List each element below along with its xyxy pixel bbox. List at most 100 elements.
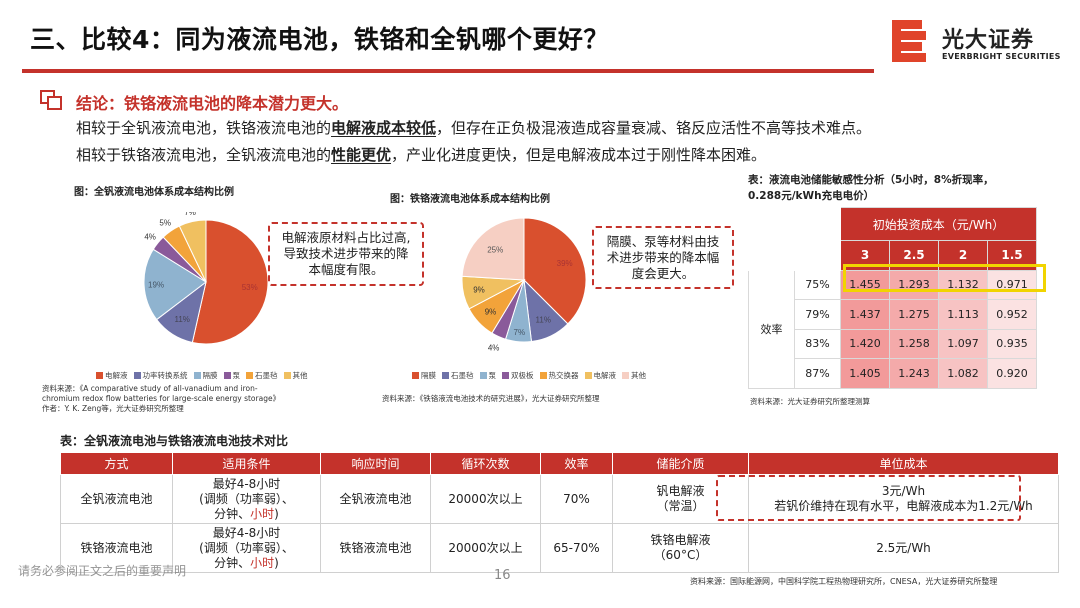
legend-swatch-2 <box>193 372 201 379</box>
pie-label-5: 7% <box>184 212 196 217</box>
page-title: 三、比较4：同为液流电池，铁铬和全钒哪个更好？ <box>30 25 609 54</box>
legend-swatch-1 <box>442 372 449 379</box>
legend-swatch-3 <box>223 372 231 379</box>
logo-mark-icon <box>892 20 926 62</box>
pie-label-5: 9% <box>473 286 485 295</box>
sens-row: 效率 75% 1.455 1.293 1.132 0.971 <box>748 269 1037 389</box>
compare-cost: 2.5元/Wh <box>748 523 1059 573</box>
compare-type: 全钒液流电池 <box>60 474 173 524</box>
legend-item-1: 石墨毡 <box>442 370 474 381</box>
right-callout: 隔膜、泵等材料由技 术进步带来的降本幅 度会更大。 <box>592 226 734 289</box>
compare-response: 全钒液流电池 <box>320 474 431 524</box>
compare-source: 资料来源：国际能源网，中国科学院工程热物理研究所，CNESA，光大证券研究所整理 <box>690 577 998 586</box>
legend-label-4: 石墨毡 <box>255 371 278 380</box>
legend-swatch-6 <box>622 372 629 379</box>
compare-row: 铁铬液流电池 最好4-8小时 (调频（功率弱）、 分钟、小时) 铁铬液流电池 20000次… <box>60 523 1059 573</box>
compare-header-2: 响应时间 <box>320 452 431 475</box>
legend-label-3: 泵 <box>232 371 241 380</box>
pie-label-3: 4% <box>144 233 156 242</box>
sens-row: 79% 1.437 1.275 1.113 0.952 <box>749 299 1037 330</box>
sensitivity-source: 资料来源：光大证券研究所整理测算 <box>750 397 870 406</box>
legend-item-2: 隔膜 <box>193 370 218 381</box>
legend-item-6: 其他 <box>622 370 646 381</box>
compare-cost: 3元/Wh 若钒价维持在现有水平，电解液成本为1.2元/Wh <box>748 474 1059 524</box>
left-callout: 电解液原材料占比过高, 导致技术进步带来的降 本幅度有限。 <box>268 222 424 286</box>
pie-label-4: 9% <box>485 308 497 317</box>
pie-label-6: 25% <box>487 245 503 254</box>
legend-swatch-2 <box>479 372 487 379</box>
pie-slice-0 <box>523 217 587 325</box>
legend-label-1: 石墨毡 <box>451 371 474 380</box>
sens-row: 87% 1.405 1.243 1.082 0.920 <box>749 358 1037 389</box>
compare-medium: 铁铬电解液 （60°C） <box>612 523 749 573</box>
sens-cell: 1.420 <box>840 328 890 359</box>
legend-swatch-0 <box>412 372 419 379</box>
right-chart-caption: 图：铁铬液流电池体系成本结构比例 <box>390 194 550 205</box>
sens-cell: 0.935 <box>987 328 1037 359</box>
sens-row: 83% 1.420 1.258 1.097 0.935 <box>749 328 1037 359</box>
pie-slice-0 <box>191 219 269 345</box>
conclusion-title: 结论：铁铬液流电池的降本潜力更大。 <box>76 94 349 113</box>
vanadium-cost-pie-chart: 53% 11% 19% 4%5% 7% <box>143 212 269 345</box>
pie-slice-2 <box>143 248 207 321</box>
compare-cycles: 20000次以上 <box>430 474 541 524</box>
legend-label-2: 泵 <box>488 371 497 380</box>
sens-row-label: 83% <box>794 328 841 359</box>
pie-label-2: 19% <box>148 280 164 289</box>
disclaimer-note: 请务必参阅正文之后的重要声明 <box>18 564 187 578</box>
compare-condition: 最好4-8小时 (调频（功率弱）、 分钟、小时) <box>172 523 321 573</box>
compare-row: 全钒液流电池 最好4-8小时 (调频（功率弱）、 分钟、小时) 全钒液流电池 20000次… <box>60 474 1059 524</box>
sens-row-header: 效率 <box>748 269 795 389</box>
highlight-row-box <box>843 264 1046 292</box>
right-chart-legend: 隔膜 石墨毡 泵 双极板 热交换器 电解液 其他 <box>412 370 646 381</box>
sens-cell: 0.971 <box>987 269 1037 300</box>
pie-label-2: 7% <box>514 328 526 337</box>
compare-response: 铁铬液流电池 <box>320 523 431 573</box>
brand-logo: 光大证券 EVERBRIGHT SECURITIES <box>890 18 1070 68</box>
compare-condition: 最好4-8小时 (调频（功率弱）、 分钟、小时) <box>172 474 321 524</box>
compare-type: 铁铬液流电池 <box>60 523 173 573</box>
sens-cell: 1.113 <box>938 299 988 330</box>
compare-header-5: 储能介质 <box>612 452 749 475</box>
logo-subtitle: EVERBRIGHT SECURITIES <box>942 52 1061 61</box>
pie-slice-6 <box>461 217 525 281</box>
legend-item-1: 功率转换系统 <box>133 370 188 381</box>
legend-label-0: 电解液 <box>105 371 128 380</box>
legend-label-4: 热交换器 <box>548 371 579 380</box>
legend-item-3: 泵 <box>223 370 241 381</box>
left-chart-caption: 图：全钒液流电池体系成本结构比例 <box>74 187 234 198</box>
legend-label-5: 电解液 <box>593 371 617 380</box>
pie-label-1: 11% <box>175 315 190 324</box>
header-divider <box>22 69 874 73</box>
legend-label-2: 隔膜 <box>202 371 218 380</box>
legend-label-1: 功率转换系统 <box>142 371 188 380</box>
legend-item-0: 隔膜 <box>412 370 436 381</box>
sens-row-label: 75% <box>794 269 841 300</box>
sensitivity-caption: 表：液流电池储能敏感性分析（5小时，8%折现率， 0.288元/kWh充电电价） <box>748 174 994 202</box>
sens-cell: 1.132 <box>938 269 988 300</box>
sens-cell: 0.920 <box>987 358 1037 389</box>
sens-cell: 1.243 <box>889 358 939 389</box>
legend-swatch-5 <box>283 372 291 379</box>
legend-item-0: 电解液 <box>96 370 128 381</box>
compare-header-6: 单位成本 <box>748 452 1059 475</box>
compare-header-0: 方式 <box>60 452 173 475</box>
left-chart-source: 资料来源：《A comparative study of all-vanadiu… <box>42 384 281 413</box>
legend-item-2: 泵 <box>479 370 497 381</box>
pie-slice-5 <box>178 219 207 283</box>
pie-label-3: 4% <box>488 343 500 352</box>
legend-swatch-5 <box>584 372 592 379</box>
sens-cell: 1.455 <box>840 269 890 300</box>
sens-cell: 1.437 <box>840 299 890 330</box>
sens-row-label: 87% <box>794 358 841 389</box>
left-chart-legend: 电解液 功率转换系统 隔膜 泵 石墨毡 其他 <box>96 370 308 381</box>
legend-item-3: 双极板 <box>502 370 534 381</box>
pie-label-0: 39% <box>557 259 573 268</box>
pie-label-0: 53% <box>242 283 258 292</box>
sens-cell: 1.405 <box>840 358 890 389</box>
sens-cell: 1.293 <box>889 269 939 300</box>
sens-col-header: 初始投资成本（元/Wh） <box>840 207 1037 241</box>
page-number: 16 <box>494 568 511 583</box>
sens-cell: 1.097 <box>938 328 988 359</box>
compare-cycles: 20000次以上 <box>430 523 541 573</box>
